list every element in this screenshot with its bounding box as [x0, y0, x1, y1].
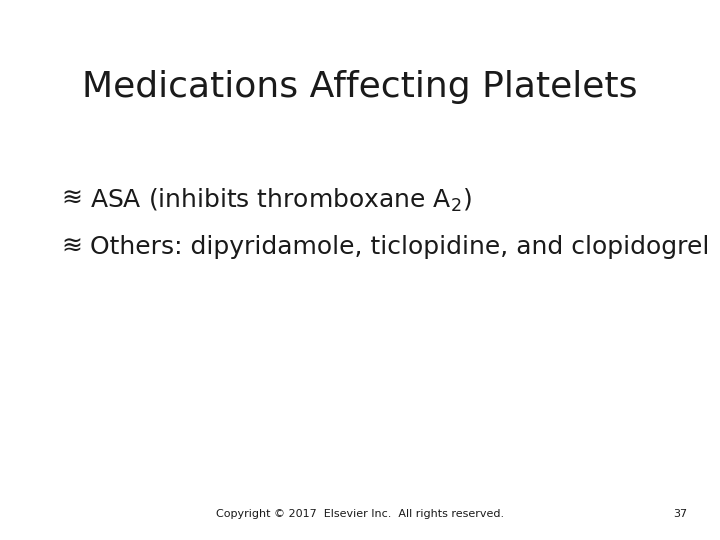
Text: Medications Affecting Platelets: Medications Affecting Platelets	[82, 70, 638, 104]
Text: 37: 37	[673, 509, 688, 519]
Text: Copyright © 2017  Elsevier Inc.  All rights reserved.: Copyright © 2017 Elsevier Inc. All right…	[216, 509, 504, 519]
Text: ASA (inhibits thromboxane A$_2$): ASA (inhibits thromboxane A$_2$)	[90, 186, 472, 213]
Text: Others: dipyridamole, ticlopidine, and clopidogrel: Others: dipyridamole, ticlopidine, and c…	[90, 235, 709, 259]
Text: ≋: ≋	[61, 186, 82, 210]
Text: ≋: ≋	[61, 235, 82, 259]
